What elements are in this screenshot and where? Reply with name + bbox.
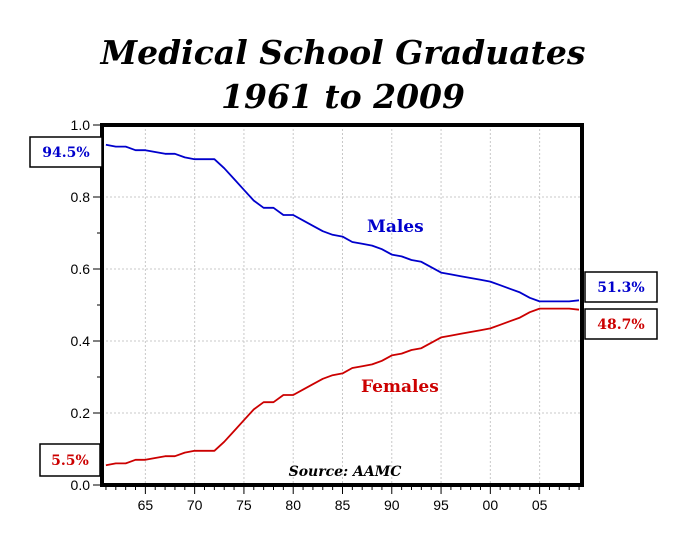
- y-tick-label: 0.8: [71, 189, 91, 205]
- x-tick-label: 00: [483, 497, 499, 513]
- chart-title: Medical School Graduates: [100, 33, 586, 72]
- x-tick-label: 90: [384, 497, 400, 513]
- callout-females-start: 5.5%: [39, 443, 101, 477]
- callout-males-end-text: 51.3%: [597, 280, 644, 296]
- axis-ticks: 65 70 75 80 85 90 95 00 05 0.0 0.2 0.4 0.6 0.8 1.0: [71, 117, 580, 513]
- callout-females-end: 48.7%: [584, 308, 658, 340]
- y-tick-label: 0.6: [71, 261, 91, 277]
- x-tick-label: 65: [138, 497, 154, 513]
- x-tick-label: 85: [335, 497, 351, 513]
- source-note: Source: AAMC: [289, 464, 402, 480]
- callout-males-start-text: 94.5%: [42, 145, 89, 161]
- y-tick-label: 0.4: [71, 333, 91, 349]
- callout-females-end-text: 48.7%: [597, 317, 644, 333]
- callout-males-end: 51.3%: [584, 271, 658, 303]
- series-line-females: [105, 307, 580, 467]
- series-lines: [105, 143, 580, 467]
- series-line-males: [105, 143, 580, 303]
- callout-females-start-text: 5.5%: [51, 453, 89, 469]
- x-tick-label: 80: [285, 497, 301, 513]
- x-tick-label: 95: [433, 497, 449, 513]
- chart-subtitle: 1961 to 2009: [221, 77, 465, 116]
- series-label-females: Females: [361, 377, 439, 397]
- series-label-males: Males: [367, 217, 424, 237]
- y-tick-label: 0.0: [71, 477, 91, 493]
- grid: [102, 125, 582, 485]
- x-tick-label: 70: [187, 497, 203, 513]
- callout-males-start: 94.5%: [29, 136, 103, 168]
- y-tick-label: 1.0: [71, 117, 91, 133]
- x-tick-label: 75: [236, 497, 252, 513]
- x-tick-label: 05: [532, 497, 548, 513]
- y-tick-label: 0.2: [71, 405, 91, 421]
